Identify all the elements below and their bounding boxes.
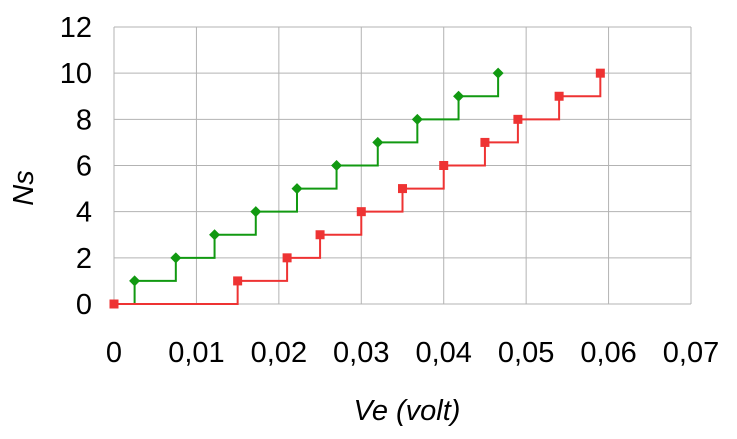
- series-1-point: [250, 206, 262, 218]
- series-2-point: [109, 299, 119, 309]
- tick-labels: 0 2 4 6 8 10 12 0 0,01 0,02 0,03 0,04 0,05 0,06 0,07: [60, 12, 719, 369]
- series-2-point: [595, 68, 605, 78]
- series-1-point: [492, 67, 504, 79]
- x-tick-label: 0,06: [580, 337, 636, 369]
- series-2-point: [480, 137, 490, 147]
- x-tick-label: 0,03: [333, 337, 389, 369]
- series-2-point: [398, 184, 407, 194]
- series-2-point: [356, 207, 366, 217]
- series-1-point: [411, 113, 423, 125]
- x-axis-label: Ve (volt): [354, 395, 461, 427]
- series-1-point: [129, 275, 141, 287]
- series-1-point: [331, 160, 343, 171]
- series-2-point: [439, 161, 449, 170]
- x-tick-label: 0,05: [498, 337, 554, 369]
- x-tick-label: 0,04: [415, 337, 471, 369]
- y-tick-label: 0: [76, 289, 92, 321]
- series-1-point: [170, 252, 182, 264]
- y-axis-label: Ns: [8, 170, 40, 205]
- y-tick-label: 8: [76, 104, 92, 136]
- series-2-point: [282, 253, 292, 263]
- y-tick-label: 12: [60, 12, 92, 44]
- series-1-step-line: [133, 73, 500, 304]
- series-2-step-line: [114, 73, 602, 305]
- x-tick-label: 0: [106, 337, 122, 369]
- grid: [113, 26, 692, 305]
- series-1-point: [209, 229, 221, 241]
- series-2-point: [315, 230, 325, 240]
- series-1-point: [453, 90, 465, 102]
- series-1-point: [291, 183, 303, 195]
- series-2-point: [513, 114, 523, 124]
- y-tick-label: 4: [76, 197, 92, 229]
- x-tick-label: 0,01: [168, 337, 224, 369]
- y-tick-label: 10: [60, 58, 92, 90]
- y-tick-label: 2: [76, 243, 92, 275]
- y-tick-label: 6: [76, 151, 92, 183]
- series-1-point: [372, 136, 384, 148]
- x-tick-label: 0,07: [663, 337, 719, 369]
- series-2-point: [233, 276, 243, 286]
- series-layer: [109, 67, 605, 309]
- x-tick-label: 0,02: [251, 337, 307, 369]
- series-2-point: [554, 91, 564, 101]
